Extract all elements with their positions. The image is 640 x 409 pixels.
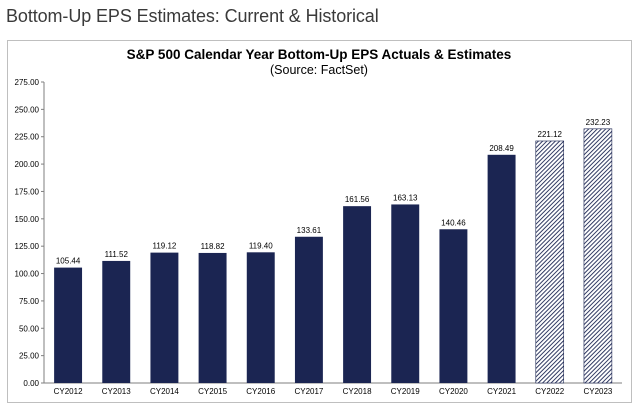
data-label-cy2016: 119.40 <box>249 241 273 250</box>
chart-title: S&P 500 Calendar Year Bottom-Up EPS Actu… <box>127 47 512 62</box>
data-label-cy2018: 161.56 <box>345 195 370 204</box>
x-tick-label: CY2014 <box>150 387 179 396</box>
bar-cy2017 <box>294 236 323 383</box>
data-label-cy2019: 163.13 <box>393 193 418 202</box>
data-label-cy2022: 221.12 <box>538 130 563 139</box>
y-tick-label: 125.00 <box>15 242 40 251</box>
y-tick-label: 50.00 <box>19 324 40 333</box>
y-tick-label: 175.00 <box>15 187 40 196</box>
x-tick-label: CY2016 <box>246 387 275 396</box>
y-tick-label: 25.00 <box>19 352 40 361</box>
data-label-cy2020: 140.46 <box>441 218 466 227</box>
bar-cy2015 <box>198 252 227 383</box>
y-tick-label: 200.00 <box>15 160 40 169</box>
data-label-cy2013: 111.52 <box>105 250 129 259</box>
chart-subtitle: (Source: FactSet) <box>270 63 368 77</box>
chart-axes: 0.00 25.00 50.00 75.00 100.00 125.00 150.00 175… <box>15 78 622 396</box>
x-tick-label: CY2018 <box>343 387 372 396</box>
x-tick-label: CY2020 <box>439 387 468 396</box>
bar-cy2021 <box>487 154 516 383</box>
data-label-cy2014: 119.12 <box>152 242 176 251</box>
y-tick-label: 250.00 <box>15 105 40 114</box>
data-label-cy2021: 208.49 <box>489 144 514 153</box>
y-tick-label: 275.00 <box>15 78 40 87</box>
y-tick-label: 75.00 <box>19 297 40 306</box>
y-tick-label: 100.00 <box>15 270 40 279</box>
data-label-cy2012: 105.44 <box>56 257 81 266</box>
data-label-cy2023: 232.23 <box>586 118 611 127</box>
x-tick-label: CY2015 <box>198 387 227 396</box>
data-label-cy2015: 118.82 <box>201 242 225 251</box>
x-tick-label: CY2021 <box>487 387 516 396</box>
x-tick-label: CY2023 <box>583 387 612 396</box>
x-tick-label: CY2017 <box>294 387 323 396</box>
bar-cy2020 <box>439 229 468 383</box>
bar-cy2019 <box>391 204 420 383</box>
y-tick-label: 225.00 <box>15 133 40 142</box>
bar-cy2012 <box>54 267 83 383</box>
x-tick-label: CY2019 <box>391 387 420 396</box>
bar-cy2018 <box>343 206 372 383</box>
x-tick-label: CY2012 <box>54 387 83 396</box>
x-tick-label: CY2022 <box>535 387 564 396</box>
bar-cy2022 <box>535 140 565 384</box>
bar-cy2014 <box>150 252 179 383</box>
bar-cy2013 <box>102 260 131 383</box>
data-label-cy2017: 133.61 <box>297 226 322 235</box>
x-tick-label: CY2013 <box>102 387 131 396</box>
y-tick-label: 0.00 <box>23 379 39 388</box>
bar-cy2016 <box>246 252 275 383</box>
y-tick-label: 150.00 <box>15 215 40 224</box>
page-heading: Bottom-Up EPS Estimates: Current & Histo… <box>6 6 379 26</box>
bar-cy2023 <box>583 128 613 384</box>
chart-bars: 105.44 111.52 119.12 118.82 119.40 133.61 161.… <box>54 118 613 384</box>
